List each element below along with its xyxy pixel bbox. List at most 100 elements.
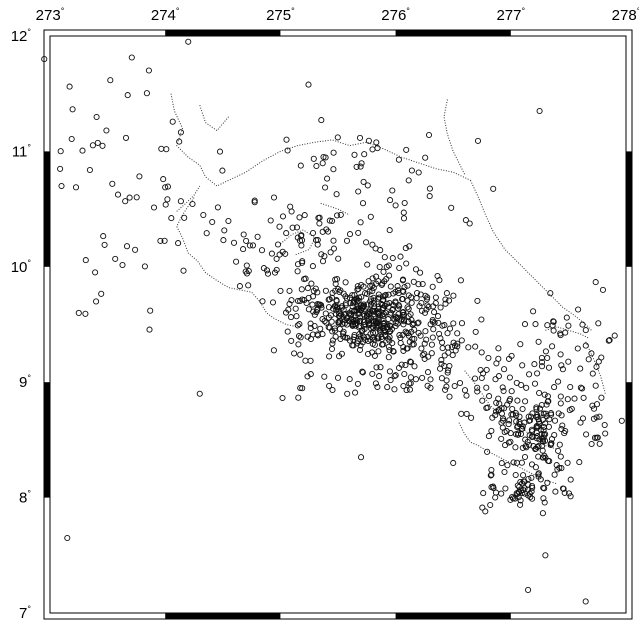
epicenter-marker	[556, 464, 563, 471]
epicenter-marker	[403, 260, 410, 267]
epicenter-marker	[391, 386, 398, 393]
epicenter-marker	[357, 454, 365, 461]
epicenter-marker	[418, 299, 425, 307]
epicenter-marker	[408, 167, 415, 174]
epicenter-marker	[439, 322, 446, 329]
epicenter-marker	[434, 313, 442, 320]
epicenter-marker	[474, 137, 482, 144]
frame-segment-top	[165, 30, 281, 36]
epicenter-marker	[409, 321, 416, 328]
epicenter-marker	[493, 399, 500, 406]
epicenter-marker	[299, 385, 306, 392]
epicenter-marker	[493, 360, 500, 367]
epicenter-marker	[103, 127, 110, 134]
epicenter-marker	[364, 182, 371, 189]
epicenter-marker	[540, 410, 547, 417]
epicenter-marker	[196, 390, 203, 397]
epicenter-marker	[541, 452, 548, 459]
epicenter-marker	[438, 356, 445, 364]
epicenter-marker	[480, 370, 487, 377]
degree-symbol: °	[27, 258, 31, 268]
epicenter-marker	[486, 393, 493, 400]
epicenter-marker	[532, 464, 539, 471]
epicenter-marker	[322, 287, 329, 294]
frame-outer-border	[43, 29, 633, 620]
lat-tick-label: 12°	[11, 27, 32, 45]
epicenter-marker	[519, 405, 526, 413]
epicenter-marker	[509, 405, 516, 413]
epicenter-marker	[297, 162, 304, 169]
epicenter-marker	[427, 321, 434, 328]
degree-symbol: °	[27, 604, 31, 614]
epicenter-marker	[498, 490, 505, 497]
epicenter-marker	[507, 496, 514, 503]
epicenter-marker	[418, 307, 425, 314]
epicenter-marker	[585, 356, 592, 363]
epicenter-marker	[523, 444, 530, 451]
epicenter-marker	[319, 316, 326, 323]
epicenter-marker	[549, 343, 556, 350]
frame-segment-bottom	[165, 613, 281, 619]
epicenter-marker	[445, 349, 452, 356]
epicenter-marker	[295, 332, 303, 340]
epicenter-marker	[417, 291, 424, 298]
epicenter-marker	[360, 178, 367, 185]
epicenter-marker	[512, 444, 519, 451]
epicenter-marker	[512, 410, 519, 417]
epicenter-marker	[531, 380, 539, 387]
epicenter-marker	[557, 351, 564, 358]
epicenter-marker	[334, 212, 341, 219]
epicenter-marker	[557, 453, 564, 460]
epicenter-marker	[279, 213, 287, 220]
frame-segment-top	[395, 30, 511, 36]
degree-symbol: °	[27, 373, 31, 383]
epicenter-marker	[583, 431, 590, 438]
epicenter-marker	[75, 309, 82, 317]
epicenter-marker	[555, 378, 562, 385]
epicenter-marker	[588, 440, 595, 448]
epicenter-marker	[558, 362, 565, 369]
epicenter-marker	[309, 301, 316, 308]
epicenter-marker	[443, 383, 450, 390]
epicenter-marker	[540, 495, 547, 502]
epicenter-marker	[589, 402, 596, 409]
epicenter-marker	[284, 328, 291, 335]
epicenter-marker	[540, 423, 548, 431]
epicenter-marker	[386, 328, 393, 335]
lat-tick-label: 9°	[19, 373, 31, 391]
epicenter-marker	[501, 366, 508, 373]
epicenter-marker	[390, 348, 397, 355]
epicenter-marker	[395, 364, 403, 371]
epicenter-marker	[571, 395, 578, 402]
coastline	[320, 202, 350, 216]
lon-tick-label: 275°	[266, 6, 295, 24]
epicenter-marker	[376, 312, 383, 319]
epicenter-marker	[541, 437, 549, 444]
epicenter-marker	[547, 290, 554, 297]
epicenter-marker	[363, 239, 370, 246]
epicenter-marker	[268, 250, 275, 257]
epicenter-marker	[370, 300, 378, 307]
epicenter-marker	[286, 287, 293, 294]
epicenter-marker	[58, 182, 65, 190]
epicenter-marker	[415, 319, 422, 326]
epicenter-marker	[86, 166, 93, 174]
epicenter-marker	[542, 420, 549, 427]
epicenter-marker	[400, 382, 407, 390]
epicenter-marker	[554, 466, 561, 473]
epicenter-marker	[441, 362, 448, 369]
lon-tick-label: 276°	[381, 6, 410, 24]
epicenter-marker	[283, 136, 290, 143]
epicenter-marker	[598, 394, 605, 401]
epicenter-marker	[325, 304, 333, 311]
epicenter-marker	[274, 241, 282, 248]
epicenter-marker	[525, 586, 532, 593]
axis-labels: 273° 274° 275° 276° 277° 278° 12° 11° 10° 9° 8° 7°	[11, 6, 639, 622]
epicenter-marker	[458, 337, 465, 344]
epicenter-marker	[482, 508, 489, 515]
epicenter-marker	[114, 191, 122, 198]
epicenter-marker	[351, 297, 358, 304]
epicenter-marker	[442, 300, 449, 307]
epicenter-marker	[359, 200, 367, 207]
